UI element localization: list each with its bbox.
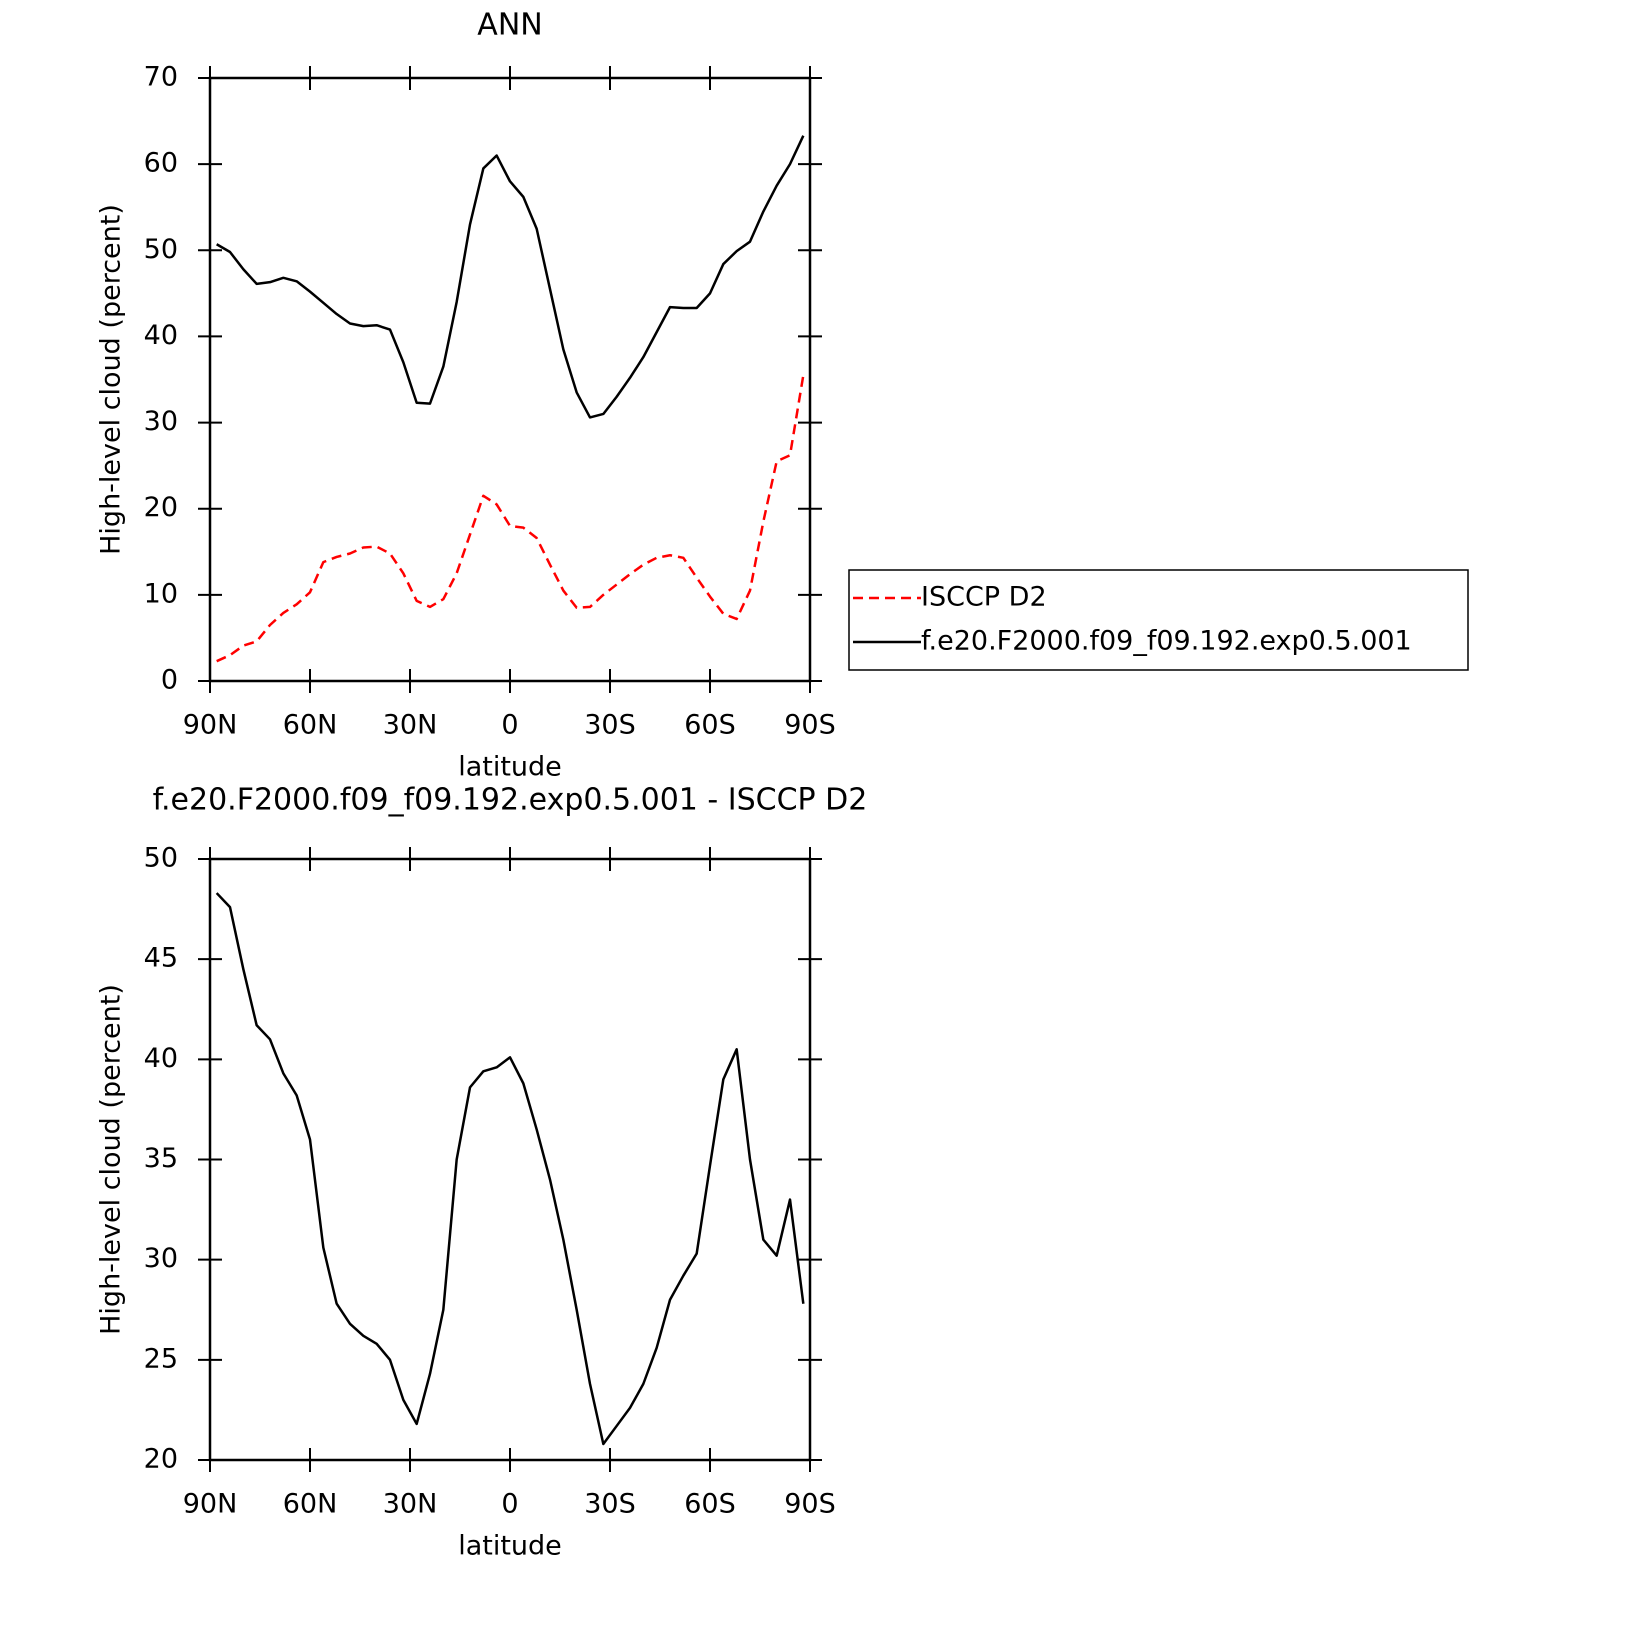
y-tick-label: 45 — [144, 943, 178, 974]
x-tick-label: 30N — [383, 1489, 438, 1520]
y-tick-label: 35 — [144, 1143, 178, 1174]
panel: ANN latitude High-level cloud (percent) 0 10… — [96, 8, 1469, 783]
chart-title: ANN — [477, 8, 542, 43]
legend-label: ISCCP D2 — [921, 582, 1047, 613]
x-tick-label: 30S — [584, 1489, 636, 1520]
data-line — [216, 135, 805, 419]
y-tick-label: 10 — [144, 578, 178, 609]
x-tick-label: 30N — [383, 710, 438, 741]
x-tick-label: 90N — [183, 710, 238, 741]
x-tick-label: 90S — [784, 1489, 836, 1520]
y-tick-label: 40 — [144, 1043, 178, 1074]
y-tick-label: 30 — [144, 406, 178, 437]
plot-frame — [208, 857, 812, 1462]
y-tick-label: 50 — [144, 843, 178, 874]
legend-label: f.e20.F2000.f09_f09.192.exp0.5.001 — [921, 626, 1412, 657]
y-tick-label: 25 — [144, 1343, 178, 1374]
x-tick-label: 60S — [684, 710, 736, 741]
y-tick-label: 20 — [144, 1444, 178, 1475]
data-line — [216, 374, 805, 663]
y-tick-label: 60 — [144, 148, 178, 179]
y-tick-label: 40 — [144, 320, 178, 351]
x-axis-label: latitude — [458, 1531, 562, 1562]
y-tick-label: 0 — [161, 665, 178, 696]
x-tick-label: 60N — [283, 1489, 338, 1520]
x-tick-label: 0 — [501, 710, 518, 741]
x-tick-label: 60S — [684, 1489, 736, 1520]
y-tick-label: 20 — [144, 492, 178, 523]
y-axis-label: High-level cloud (percent) — [96, 984, 127, 1335]
panel: f.e20.F2000.f09_f09.192.exp0.5.001 - ISC… — [96, 783, 868, 1562]
y-tick-label: 30 — [144, 1243, 178, 1274]
data-line — [215, 892, 805, 1446]
y-tick-label: 70 — [144, 62, 178, 93]
x-tick-label: 30S — [584, 710, 636, 741]
x-tick-label: 0 — [501, 1489, 518, 1520]
y-tick-label: 50 — [144, 234, 178, 265]
plot-frame — [208, 76, 812, 683]
chart-title: f.e20.F2000.f09_f09.192.exp0.5.001 - ISC… — [153, 783, 868, 818]
x-axis-label: latitude — [458, 752, 562, 783]
x-tick-label: 90S — [784, 710, 836, 741]
y-axis-label: High-level cloud (percent) — [96, 204, 127, 555]
x-tick-label: 90N — [183, 1489, 238, 1520]
x-tick-label: 60N — [283, 710, 338, 741]
legend-box — [848, 569, 1469, 671]
